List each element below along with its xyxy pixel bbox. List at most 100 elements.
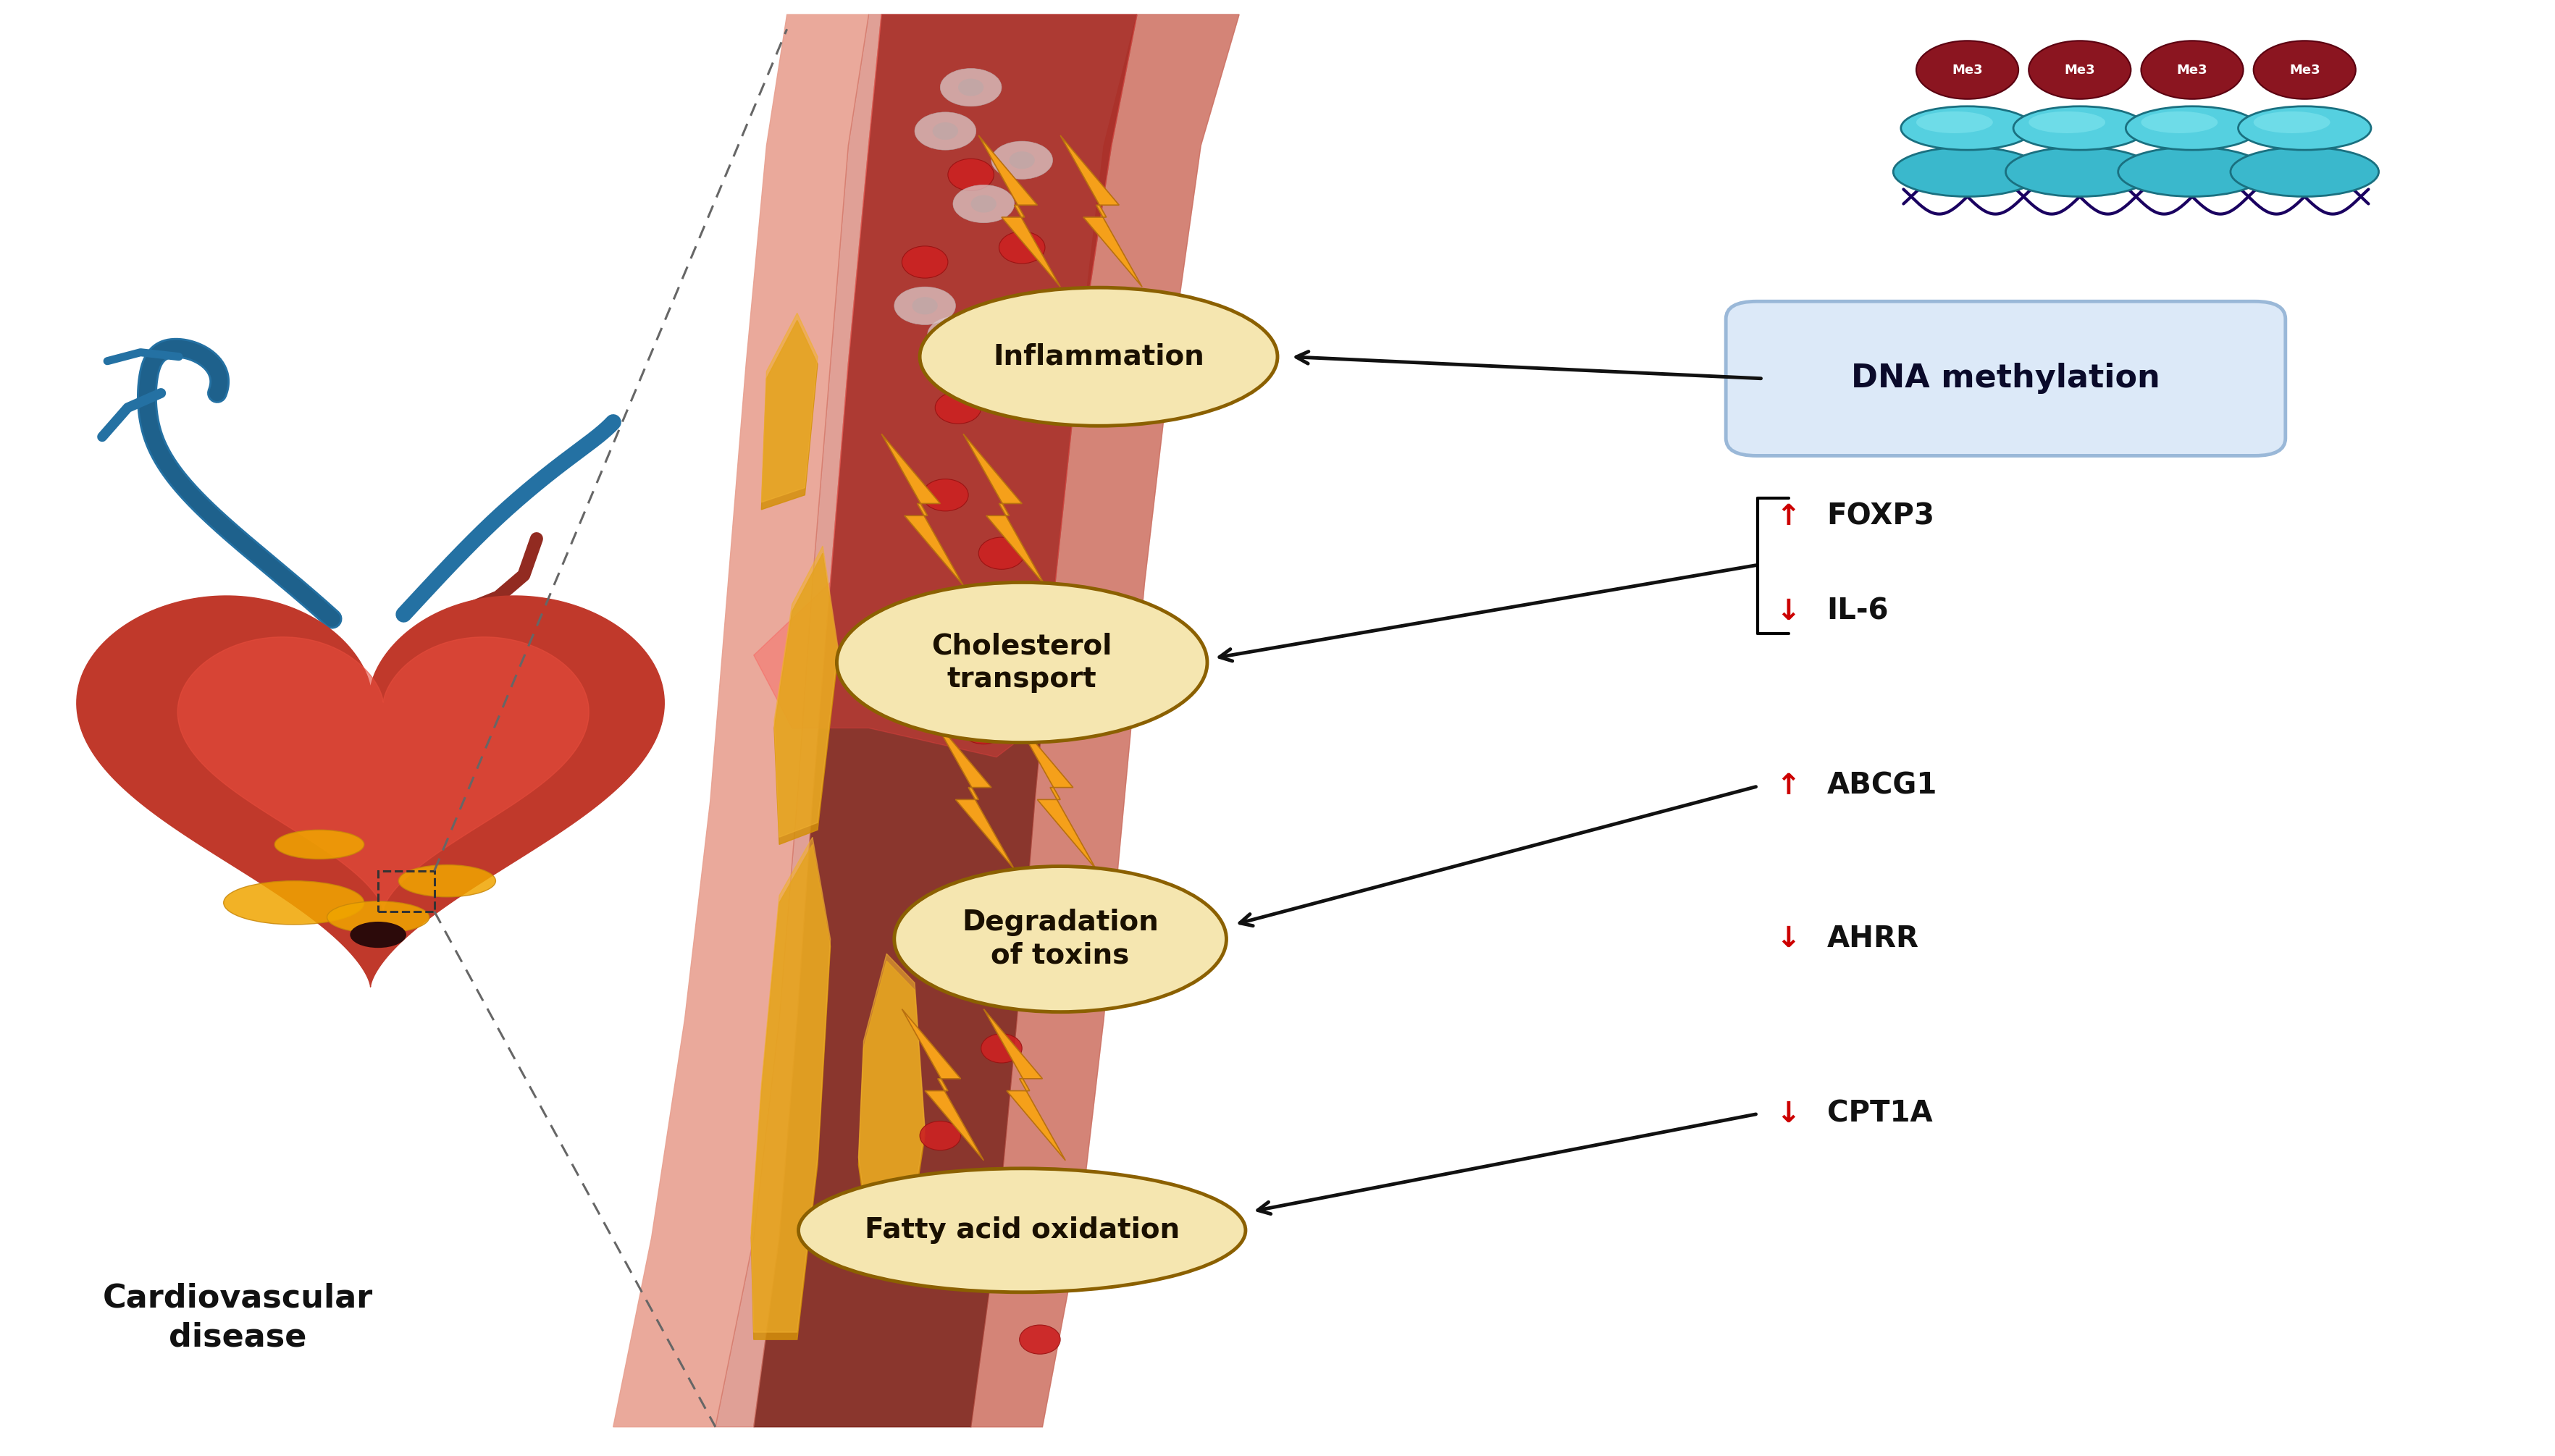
- Text: Degradation
of toxins: Degradation of toxins: [961, 909, 1160, 970]
- FancyBboxPatch shape: [1727, 301, 2284, 456]
- Circle shape: [1916, 41, 2018, 99]
- Ellipse shape: [327, 901, 429, 933]
- Text: ↑: ↑: [1776, 502, 1801, 531]
- Ellipse shape: [979, 537, 1025, 569]
- Circle shape: [2029, 41, 2131, 99]
- Ellipse shape: [991, 370, 1017, 387]
- Ellipse shape: [961, 712, 1007, 744]
- Text: ↓: ↓: [1776, 925, 1801, 954]
- Circle shape: [2141, 41, 2243, 99]
- Text: Me3: Me3: [1952, 64, 1983, 76]
- Ellipse shape: [973, 304, 1019, 336]
- Ellipse shape: [1893, 147, 2041, 197]
- Ellipse shape: [1916, 112, 1993, 134]
- Ellipse shape: [2141, 112, 2218, 134]
- Text: Cholesterol
transport: Cholesterol transport: [933, 632, 1111, 693]
- Ellipse shape: [945, 326, 971, 344]
- Text: Cardiovascular
disease: Cardiovascular disease: [102, 1283, 373, 1353]
- Ellipse shape: [273, 830, 365, 859]
- Ellipse shape: [981, 1034, 1022, 1063]
- Ellipse shape: [953, 185, 1014, 223]
- Ellipse shape: [350, 922, 406, 948]
- Text: ABCG1: ABCG1: [1827, 772, 1937, 801]
- Text: Fatty acid oxidation: Fatty acid oxidation: [864, 1217, 1180, 1243]
- Ellipse shape: [2006, 147, 2154, 197]
- Text: ↓: ↓: [1776, 1099, 1801, 1128]
- Ellipse shape: [933, 122, 958, 140]
- Ellipse shape: [1009, 151, 1035, 169]
- Text: Me3: Me3: [2289, 64, 2320, 76]
- Ellipse shape: [920, 1121, 961, 1150]
- Ellipse shape: [1012, 625, 1058, 657]
- Ellipse shape: [976, 1208, 1017, 1238]
- Ellipse shape: [991, 141, 1053, 179]
- Polygon shape: [754, 15, 1137, 1427]
- Text: FOXP3: FOXP3: [1827, 502, 1934, 531]
- Ellipse shape: [2029, 112, 2105, 134]
- Polygon shape: [902, 1009, 984, 1160]
- Ellipse shape: [958, 79, 984, 96]
- Ellipse shape: [2238, 106, 2371, 150]
- Circle shape: [2254, 41, 2356, 99]
- Ellipse shape: [902, 246, 948, 278]
- Ellipse shape: [912, 297, 938, 314]
- Polygon shape: [761, 320, 818, 510]
- Ellipse shape: [973, 360, 1035, 397]
- Ellipse shape: [399, 865, 496, 897]
- Ellipse shape: [935, 930, 981, 962]
- Text: CPT1A: CPT1A: [1827, 1099, 1932, 1128]
- Text: DNA methylation: DNA methylation: [1852, 363, 2159, 395]
- Ellipse shape: [915, 112, 976, 150]
- Ellipse shape: [971, 195, 996, 213]
- Polygon shape: [881, 434, 963, 585]
- Ellipse shape: [225, 881, 365, 925]
- Text: Me3: Me3: [2064, 64, 2095, 76]
- Polygon shape: [751, 844, 830, 1340]
- Ellipse shape: [999, 232, 1045, 264]
- Polygon shape: [613, 15, 869, 1427]
- Ellipse shape: [920, 288, 1278, 427]
- Ellipse shape: [940, 68, 1002, 106]
- Ellipse shape: [948, 159, 994, 191]
- Text: Inflammation: Inflammation: [994, 344, 1203, 370]
- Bar: [378, 871, 434, 911]
- Ellipse shape: [1901, 106, 2034, 150]
- Ellipse shape: [894, 287, 956, 325]
- Polygon shape: [179, 636, 588, 911]
- Ellipse shape: [922, 479, 968, 511]
- Ellipse shape: [2126, 106, 2259, 150]
- Polygon shape: [984, 1009, 1065, 1160]
- Polygon shape: [971, 15, 1239, 1427]
- Ellipse shape: [835, 582, 1206, 743]
- Text: IL-6: IL-6: [1827, 597, 1888, 626]
- Polygon shape: [933, 718, 1014, 869]
- Polygon shape: [979, 135, 1060, 287]
- Ellipse shape: [2254, 112, 2330, 134]
- Ellipse shape: [894, 866, 1226, 1012]
- Polygon shape: [1060, 135, 1142, 287]
- Polygon shape: [751, 837, 830, 1332]
- Polygon shape: [774, 546, 838, 837]
- Polygon shape: [858, 954, 925, 1245]
- Text: Me3: Me3: [2177, 64, 2208, 76]
- Ellipse shape: [897, 639, 943, 671]
- Polygon shape: [715, 15, 881, 1427]
- Polygon shape: [761, 313, 818, 502]
- Ellipse shape: [2118, 147, 2266, 197]
- Polygon shape: [963, 434, 1045, 585]
- Ellipse shape: [927, 316, 989, 354]
- Text: ↑: ↑: [1776, 772, 1801, 801]
- Polygon shape: [77, 596, 664, 987]
- Polygon shape: [754, 15, 1137, 757]
- Polygon shape: [971, 15, 1239, 1427]
- Ellipse shape: [2231, 147, 2379, 197]
- Polygon shape: [858, 961, 925, 1252]
- Polygon shape: [1014, 718, 1096, 869]
- Text: ↓: ↓: [1776, 597, 1801, 626]
- Ellipse shape: [1019, 1325, 1060, 1354]
- Ellipse shape: [1027, 976, 1068, 1005]
- Ellipse shape: [2013, 106, 2146, 150]
- Ellipse shape: [935, 392, 981, 424]
- Ellipse shape: [797, 1168, 1244, 1293]
- Polygon shape: [774, 553, 838, 844]
